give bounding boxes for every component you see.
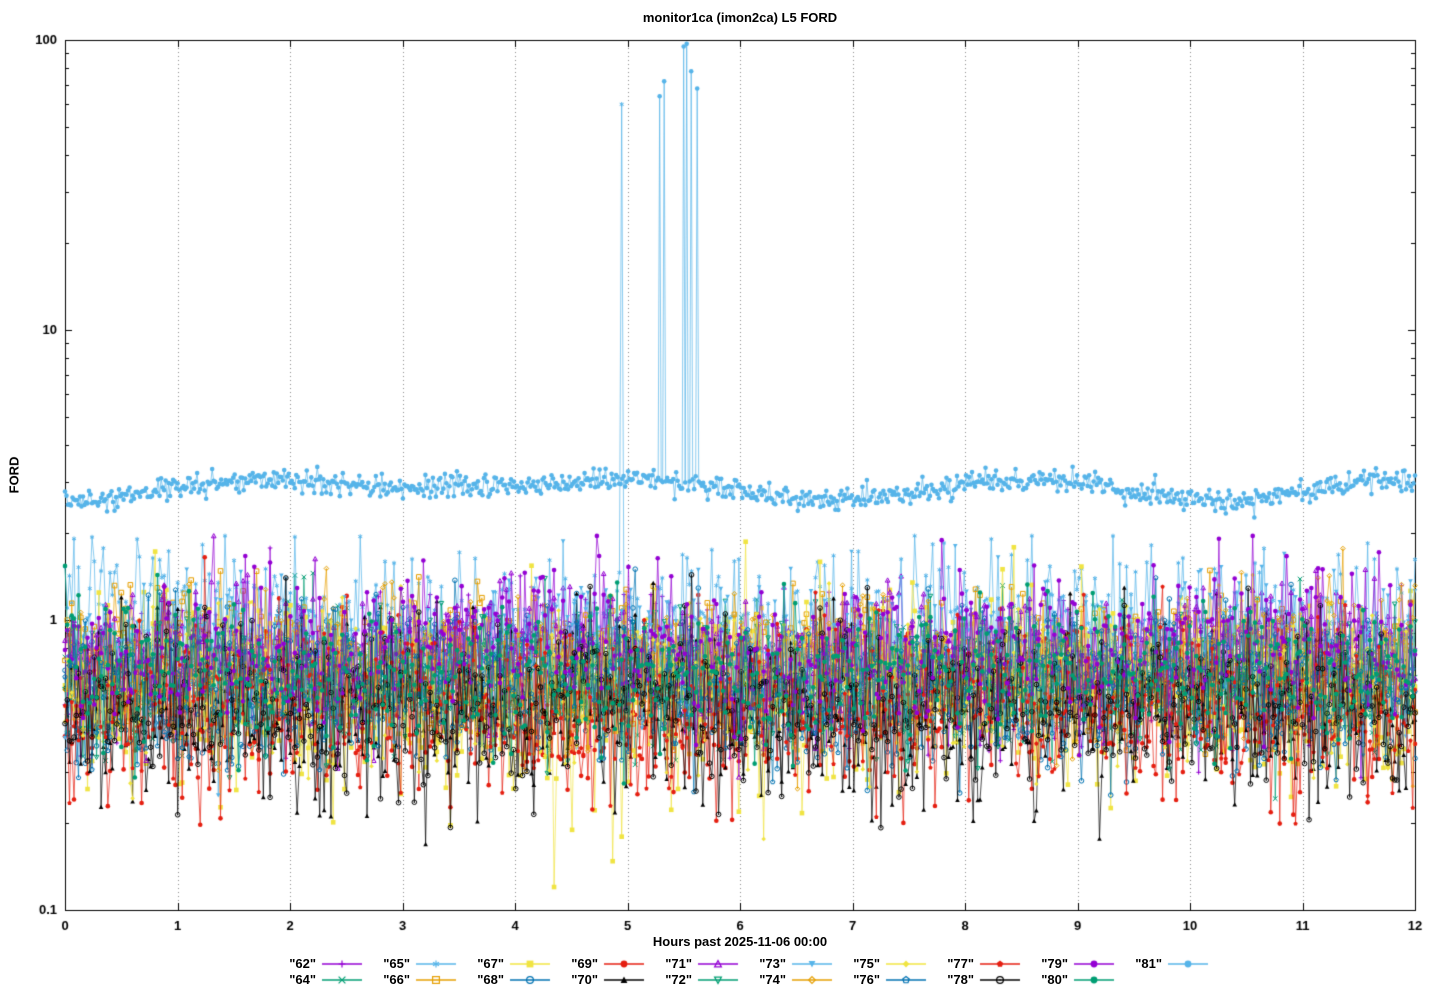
legend-marker-glyph [320,957,364,970]
legend-item-65: "65" [364,956,458,971]
legend-label: "71" [665,956,692,971]
legend-label: "64" [289,972,316,987]
legend-label: "65" [383,956,410,971]
legend-label: "68" [477,972,504,987]
legend-label: "80" [1041,972,1068,987]
legend-row-1: "62" "65" "67" "69" "71" "73" "75" "77" "79" "81" [270,956,1210,971]
legend-label: "72" [665,972,692,987]
legend-label: "62" [289,956,316,971]
legend-marker-glyph [1072,957,1116,970]
legend-item-77: "77" [928,956,1022,971]
legend-marker-glyph [1166,957,1210,970]
legend-marker-glyph [508,973,552,986]
legend-item-79: "79" [1022,956,1116,971]
legend-label: "79" [1041,956,1068,971]
legend-label: "81" [1135,956,1162,971]
legend-item-71: "71" [646,956,740,971]
legend-marker-glyph [790,973,834,986]
legend-item-62: "62" [270,956,364,971]
legend-marker-glyph [414,957,458,970]
legend-label: "66" [383,972,410,987]
legend-row-2: "64" "66" "68" "70" "72" "74" "76" "78" "80" [270,972,1210,987]
chart-canvas [0,0,1440,950]
legend: "62" "65" "67" "69" "71" "73" "75" "77" "79" "81"… [65,956,1415,987]
legend-item-68: "68" [458,972,552,987]
legend-item-80: "80" [1022,972,1116,987]
legend-label: "69" [571,956,598,971]
y-axis-label: FORD [6,456,22,494]
legend-label: "76" [853,972,880,987]
legend-label: "74" [759,972,786,987]
legend-label: "77" [947,956,974,971]
legend-label: "67" [477,956,504,971]
legend-item-76: "76" [834,972,928,987]
legend-item-66: "66" [364,972,458,987]
legend-label: "70" [571,972,598,987]
legend-marker-glyph [414,973,458,986]
legend-item-69: "69" [552,956,646,971]
legend-marker-glyph [1072,973,1116,986]
legend-item-78: "78" [928,972,1022,987]
legend-marker-glyph [602,973,646,986]
legend-marker-glyph [602,957,646,970]
x-axis-label: Hours past 2025-11-06 00:00 [652,934,828,949]
legend-marker-glyph [884,973,928,986]
legend-item-73: "73" [740,956,834,971]
legend-item-70: "70" [552,972,646,987]
legend-label: "78" [947,972,974,987]
legend-marker-glyph [696,957,740,970]
legend-label: "75" [853,956,880,971]
legend-item-74: "74" [740,972,834,987]
legend-marker-glyph [884,957,928,970]
legend-item-67: "67" [458,956,552,971]
legend-item-72: "72" [646,972,740,987]
legend-marker-glyph [508,957,552,970]
legend-label: "73" [759,956,786,971]
legend-marker-glyph [320,973,364,986]
legend-marker-glyph [790,957,834,970]
legend-marker-glyph [696,973,740,986]
legend-marker-glyph [978,973,1022,986]
legend-marker-glyph [978,957,1022,970]
legend-item-75: "75" [834,956,928,971]
legend-item-81: "81" [1116,956,1210,971]
chart-title: monitor1ca (imon2ca) L5 FORD [642,10,838,25]
legend-item-64: "64" [270,972,364,987]
